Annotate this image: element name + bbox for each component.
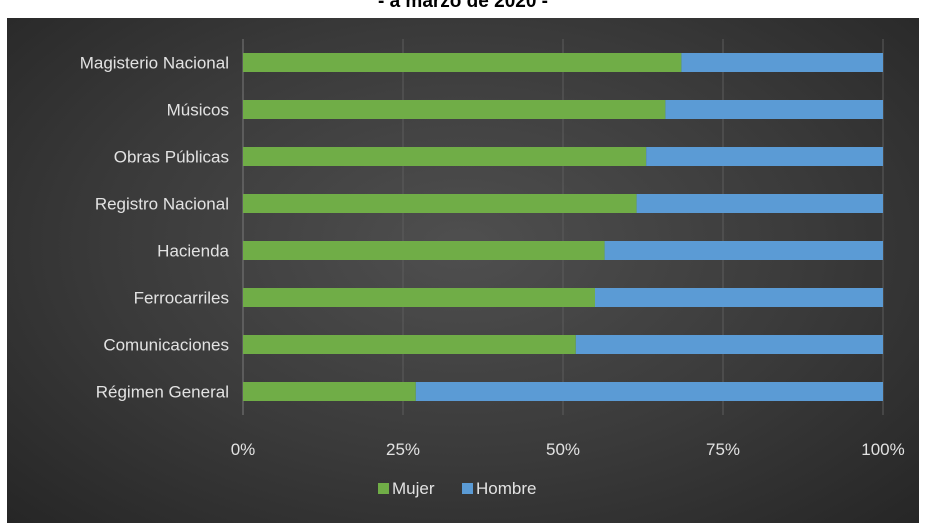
chart-area: 0% 25% 50% 75% 100% Magisterio Nacional Músico…: [7, 18, 919, 523]
stacked-bar-chart: 0% 25% 50% 75% 100% Magisterio Nacional Músico…: [80, 39, 905, 498]
bar-hombre-1: [665, 100, 883, 119]
y-tick-label: Ferrocarriles: [134, 289, 229, 308]
x-tick-label: 0%: [231, 440, 256, 459]
y-tick-label: Registro Nacional: [95, 195, 229, 214]
bar-mujer-1: [243, 100, 666, 119]
bar-hombre-0: [681, 53, 883, 72]
bar-mujer-0: [243, 53, 682, 72]
bar-mujer-6: [243, 335, 576, 354]
y-tick-label: Régimen General: [96, 383, 229, 402]
legend-swatch-hombre: [462, 483, 473, 494]
y-tick-label: Hacienda: [157, 242, 229, 261]
x-tick-label: 50%: [546, 440, 580, 459]
y-tick-label: Magisterio Nacional: [80, 54, 229, 73]
bar-mujer-2: [243, 147, 647, 166]
bar-hombre-7: [415, 382, 883, 401]
bar-hombre-2: [646, 147, 883, 166]
y-tick-label: Comunicaciones: [103, 336, 229, 355]
legend-swatch-mujer: [378, 483, 389, 494]
bar-hombre-3: [636, 194, 883, 213]
x-tick-label: 100%: [861, 440, 904, 459]
chart-subtitle: - a marzo de 2020 -: [377, 0, 549, 12]
y-tick-label: Obras Públicas: [114, 148, 229, 167]
bar-mujer-5: [243, 288, 595, 307]
bar-hombre-5: [595, 288, 883, 307]
y-tick-label: Músicos: [167, 101, 229, 120]
x-tick-label: 75%: [706, 440, 740, 459]
x-tick-label: 25%: [386, 440, 420, 459]
bar-mujer-3: [243, 194, 637, 213]
bar-mujer-4: [243, 241, 605, 260]
bar-mujer-7: [243, 382, 416, 401]
legend-label-hombre: Hombre: [476, 479, 536, 498]
bar-hombre-6: [575, 335, 883, 354]
legend-label-mujer: Mujer: [392, 479, 435, 498]
bar-hombre-4: [604, 241, 883, 260]
